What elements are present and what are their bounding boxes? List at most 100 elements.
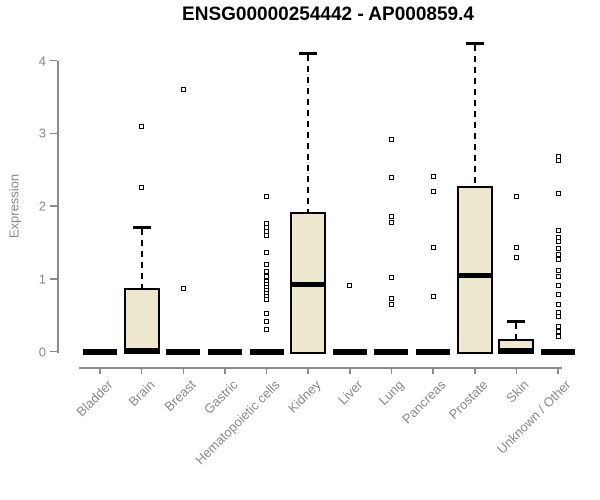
outlier-pancreas-2 [430,244,436,250]
outlier-lung-3 [388,220,394,226]
outlier-unknown-other-16 [555,324,561,330]
outlier-hematopoietic-cells-18 [264,327,270,333]
x-axis-tick [99,367,101,374]
y-axis-line [57,60,59,353]
box-prostate [456,185,493,355]
x-axis-tick [349,367,351,374]
outlier-unknown-other-9 [555,267,561,273]
chart-title: ENSG00000254442 - AP000859.4 [182,4,474,25]
x-axis-tick [557,367,559,374]
outlier-lung-4 [388,274,394,280]
x-tick-label-kidney: Kidney [285,377,324,416]
outlier-pancreas-1 [430,188,436,194]
outlier-liver-0 [347,282,353,288]
outlier-lung-1 [388,175,394,181]
y-tick-label: 0 [38,344,46,359]
box-brain [123,288,160,355]
x-axis-tick [182,367,185,374]
outlier-unknown-other-13 [555,302,561,308]
outlier-breast-0 [180,87,186,93]
whisker-cap-kidney [299,52,318,56]
zero-bar-unknown-other [541,348,576,355]
x-axis-tick [474,367,476,374]
outlier-hematopoietic-cells-6 [264,261,270,267]
outlier-pancreas-3 [430,293,436,299]
outlier-lung-6 [388,302,394,308]
outlier-unknown-other-2 [555,191,561,197]
zero-bar-pancreas [416,348,451,355]
x-axis-tick [432,367,434,374]
x-tick-label-bladder: Bladder [73,377,116,420]
outlier-unknown-other-18 [555,334,561,340]
whisker-kidney [307,54,310,212]
outlier-hematopoietic-cells-8 [264,274,270,280]
y-axis-tick [50,132,57,134]
x-tick-label-gastric: Gastric [200,377,241,417]
zero-bar-breast [166,348,201,355]
outlier-brain-1 [139,185,145,191]
whisker-cap-prostate [465,42,484,46]
y-tick-label: 1 [38,271,46,287]
y-tick-label: 2 [38,198,46,214]
outlier-unknown-other-12 [555,292,561,298]
zero-bar-gastric [207,348,242,355]
outlier-hematopoietic-cells-17 [264,319,270,325]
outlier-hematopoietic-cells-0 [264,194,270,200]
y-axis-tick [50,59,57,62]
y-axis-tick [50,350,57,353]
x-axis-tick [515,367,518,374]
outlier-unknown-other-7 [555,252,561,258]
y-tick-label: 4 [38,53,46,68]
x-tick-label-breast: Breast [161,377,199,415]
x-axis-tick [140,367,143,374]
zero-bar-bladder [83,348,117,355]
whisker-brain [140,228,143,289]
outlier-hematopoietic-cells-7 [264,268,270,274]
x-axis-tick [307,367,309,374]
outlier-lung-5 [388,295,394,301]
median-line-prostate [456,272,493,278]
x-tick-label-prostate: Prostate [445,377,491,422]
y-axis-tick [50,205,57,207]
zero-bar-lung [374,348,409,355]
whisker-skin [515,322,518,340]
outlier-brain-0 [139,124,145,130]
y-axis-tick [50,278,57,280]
x-tick-label-lung: Lung [376,377,408,409]
outlier-lung-0 [388,137,394,143]
median-line-kidney [290,282,327,288]
outlier-unknown-other-3 [555,227,561,233]
median-line-skin [498,347,535,353]
x-axis-tick [224,367,226,374]
x-tick-label-pancreas: Pancreas [399,377,449,427]
whisker-cap-brain [132,226,151,230]
x-tick-label-brain: Brain [125,377,158,410]
x-axis-line [79,367,562,369]
outlier-unknown-other-15 [555,314,561,320]
outlier-breast-1 [180,286,186,292]
outlier-unknown-other-8 [555,257,561,263]
outlier-lung-2 [388,214,394,220]
outlier-unknown-other-6 [555,245,561,251]
outlier-unknown-other-11 [555,282,561,288]
x-tick-label-skin: Skin [503,377,532,406]
outlier-skin-0 [513,194,519,200]
outlier-skin-1 [513,244,519,250]
outlier-hematopoietic-cells-4 [264,232,270,238]
outlier-unknown-other-10 [555,274,561,280]
zero-bar-liver [332,348,367,355]
outlier-hematopoietic-cells-15 [264,296,270,302]
outlier-unknown-other-5 [555,239,561,245]
x-tick-label-liver: Liver [334,377,366,408]
outlier-unknown-other-1 [555,158,561,164]
y-tick-label: 3 [38,125,46,141]
outlier-hematopoietic-cells-5 [264,250,270,256]
whisker-cap-skin [507,320,526,324]
whisker-prostate [473,44,476,186]
x-axis-tick [265,367,268,374]
outlier-skin-2 [513,255,519,261]
x-axis-tick [390,367,393,374]
outlier-unknown-other-17 [555,329,561,335]
outlier-pancreas-0 [430,173,436,179]
